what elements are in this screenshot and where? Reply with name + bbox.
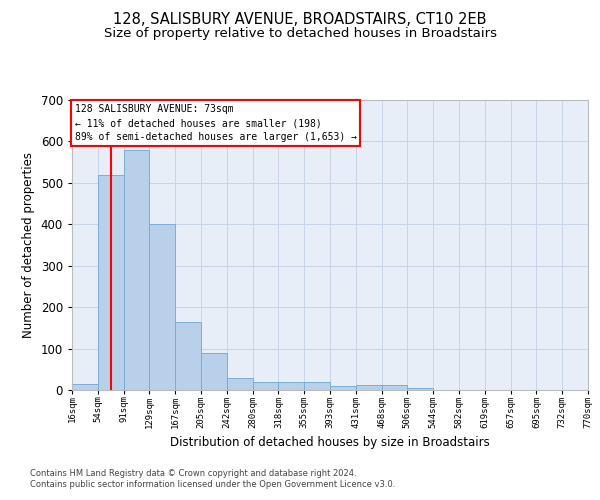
Bar: [278, 382, 304, 390]
Bar: [227, 378, 253, 390]
X-axis label: Distribution of detached houses by size in Broadstairs: Distribution of detached houses by size …: [170, 436, 490, 449]
Text: 128 SALISBURY AVENUE: 73sqm
← 11% of detached houses are smaller (198)
89% of se: 128 SALISBURY AVENUE: 73sqm ← 11% of det…: [74, 104, 356, 142]
Text: Size of property relative to detached houses in Broadstairs: Size of property relative to detached ho…: [104, 28, 497, 40]
Bar: [253, 382, 278, 390]
Text: 128, SALISBURY AVENUE, BROADSTAIRS, CT10 2EB: 128, SALISBURY AVENUE, BROADSTAIRS, CT10…: [113, 12, 487, 28]
Bar: [330, 386, 356, 390]
Text: Contains public sector information licensed under the Open Government Licence v3: Contains public sector information licen…: [30, 480, 395, 489]
Bar: [304, 382, 330, 390]
Bar: [124, 150, 149, 390]
Bar: [382, 384, 407, 390]
Bar: [407, 388, 433, 390]
Text: Contains HM Land Registry data © Crown copyright and database right 2024.: Contains HM Land Registry data © Crown c…: [30, 468, 356, 477]
Bar: [356, 384, 382, 390]
Y-axis label: Number of detached properties: Number of detached properties: [22, 152, 35, 338]
Bar: [201, 352, 227, 390]
Bar: [98, 174, 124, 390]
Bar: [72, 384, 98, 390]
Bar: [149, 224, 175, 390]
Bar: [175, 322, 201, 390]
